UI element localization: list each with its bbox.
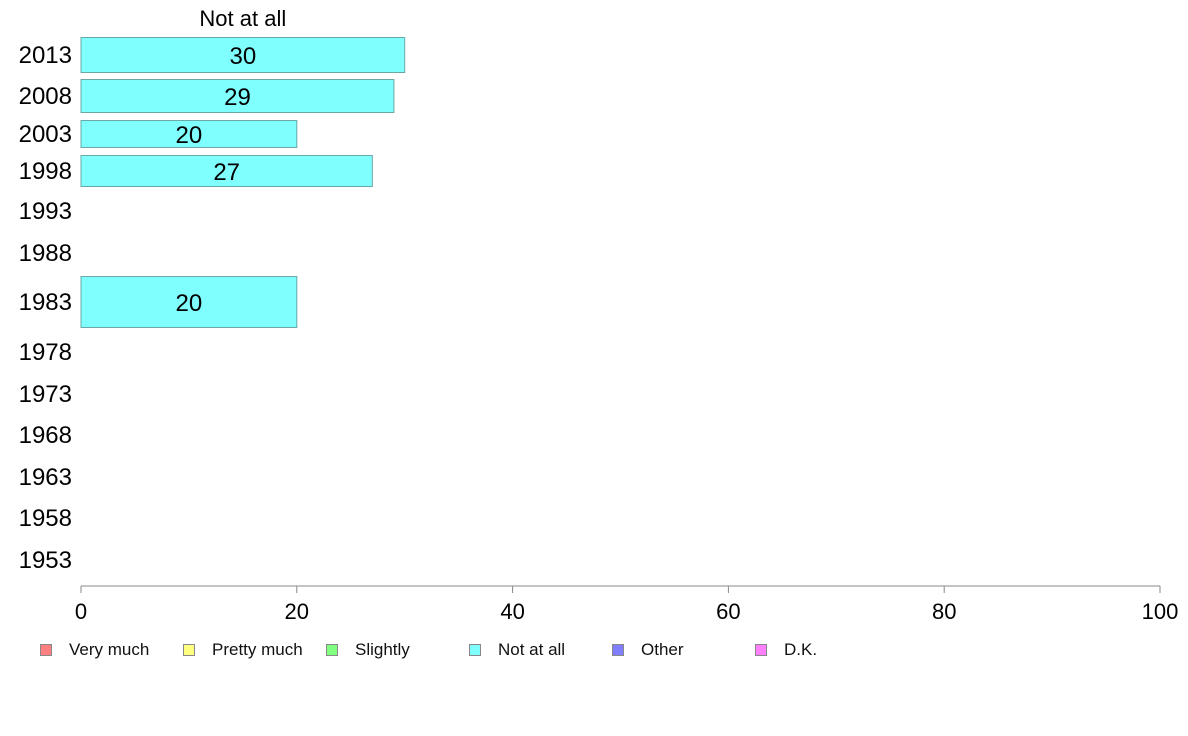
data-label: 20: [176, 122, 203, 149]
category-label: 1983: [19, 289, 72, 316]
category-label: 1968: [19, 422, 72, 449]
legend: Very much Pretty much Slightly Not at all Ot…: [40, 640, 1140, 662]
legend-swatch: [40, 644, 52, 656]
legend-item: Other: [612, 640, 684, 660]
x-tick-label: 0: [75, 599, 87, 624]
x-tick-label: 20: [285, 599, 309, 624]
data-label: 30: [229, 43, 256, 70]
x-tick-label: 60: [716, 599, 740, 624]
legend-label: Not at all: [498, 640, 566, 659]
legend-label: Slightly: [355, 640, 410, 659]
category-label: 2008: [19, 83, 72, 110]
x-tick-label: 80: [932, 599, 956, 624]
bar: [80, 120, 298, 148]
category-label: 1993: [19, 198, 72, 225]
legend-item: Slightly: [326, 640, 410, 660]
data-label: 20: [176, 290, 203, 317]
legend-item: Very much: [40, 640, 149, 660]
category-label: 1978: [19, 339, 72, 366]
legend-item: D.K.: [755, 640, 817, 660]
legend-swatch: [469, 644, 481, 656]
data-label: 27: [213, 159, 240, 186]
category-label: 1973: [19, 381, 72, 408]
category-label: 1953: [19, 547, 72, 574]
legend-swatch: [326, 644, 338, 656]
bar: [80, 155, 373, 187]
legend-item: Pretty much: [183, 640, 303, 660]
legend-label: D.K.: [784, 640, 818, 659]
data-label: 29: [224, 84, 251, 111]
chart-title: Not at all: [199, 6, 286, 31]
legend-swatch: [612, 644, 624, 656]
x-tick-label: 40: [500, 599, 524, 624]
category-label: 2013: [19, 42, 72, 69]
legend-label: Very much: [69, 640, 150, 659]
legend-label: Other: [641, 640, 684, 659]
legend-swatch: [755, 644, 767, 656]
category-label: 1963: [19, 464, 72, 491]
bar: [80, 79, 395, 113]
legend-label: Pretty much: [212, 640, 303, 659]
category-label: 1958: [19, 505, 72, 532]
category-label: 2003: [19, 121, 72, 148]
bar: [80, 276, 298, 328]
legend-item: Not at all: [469, 640, 565, 660]
x-tick-label: 100: [1142, 599, 1179, 624]
category-label: 1988: [19, 240, 72, 267]
legend-swatch: [183, 644, 195, 656]
category-label: 1998: [19, 158, 72, 185]
bar: [80, 37, 406, 73]
